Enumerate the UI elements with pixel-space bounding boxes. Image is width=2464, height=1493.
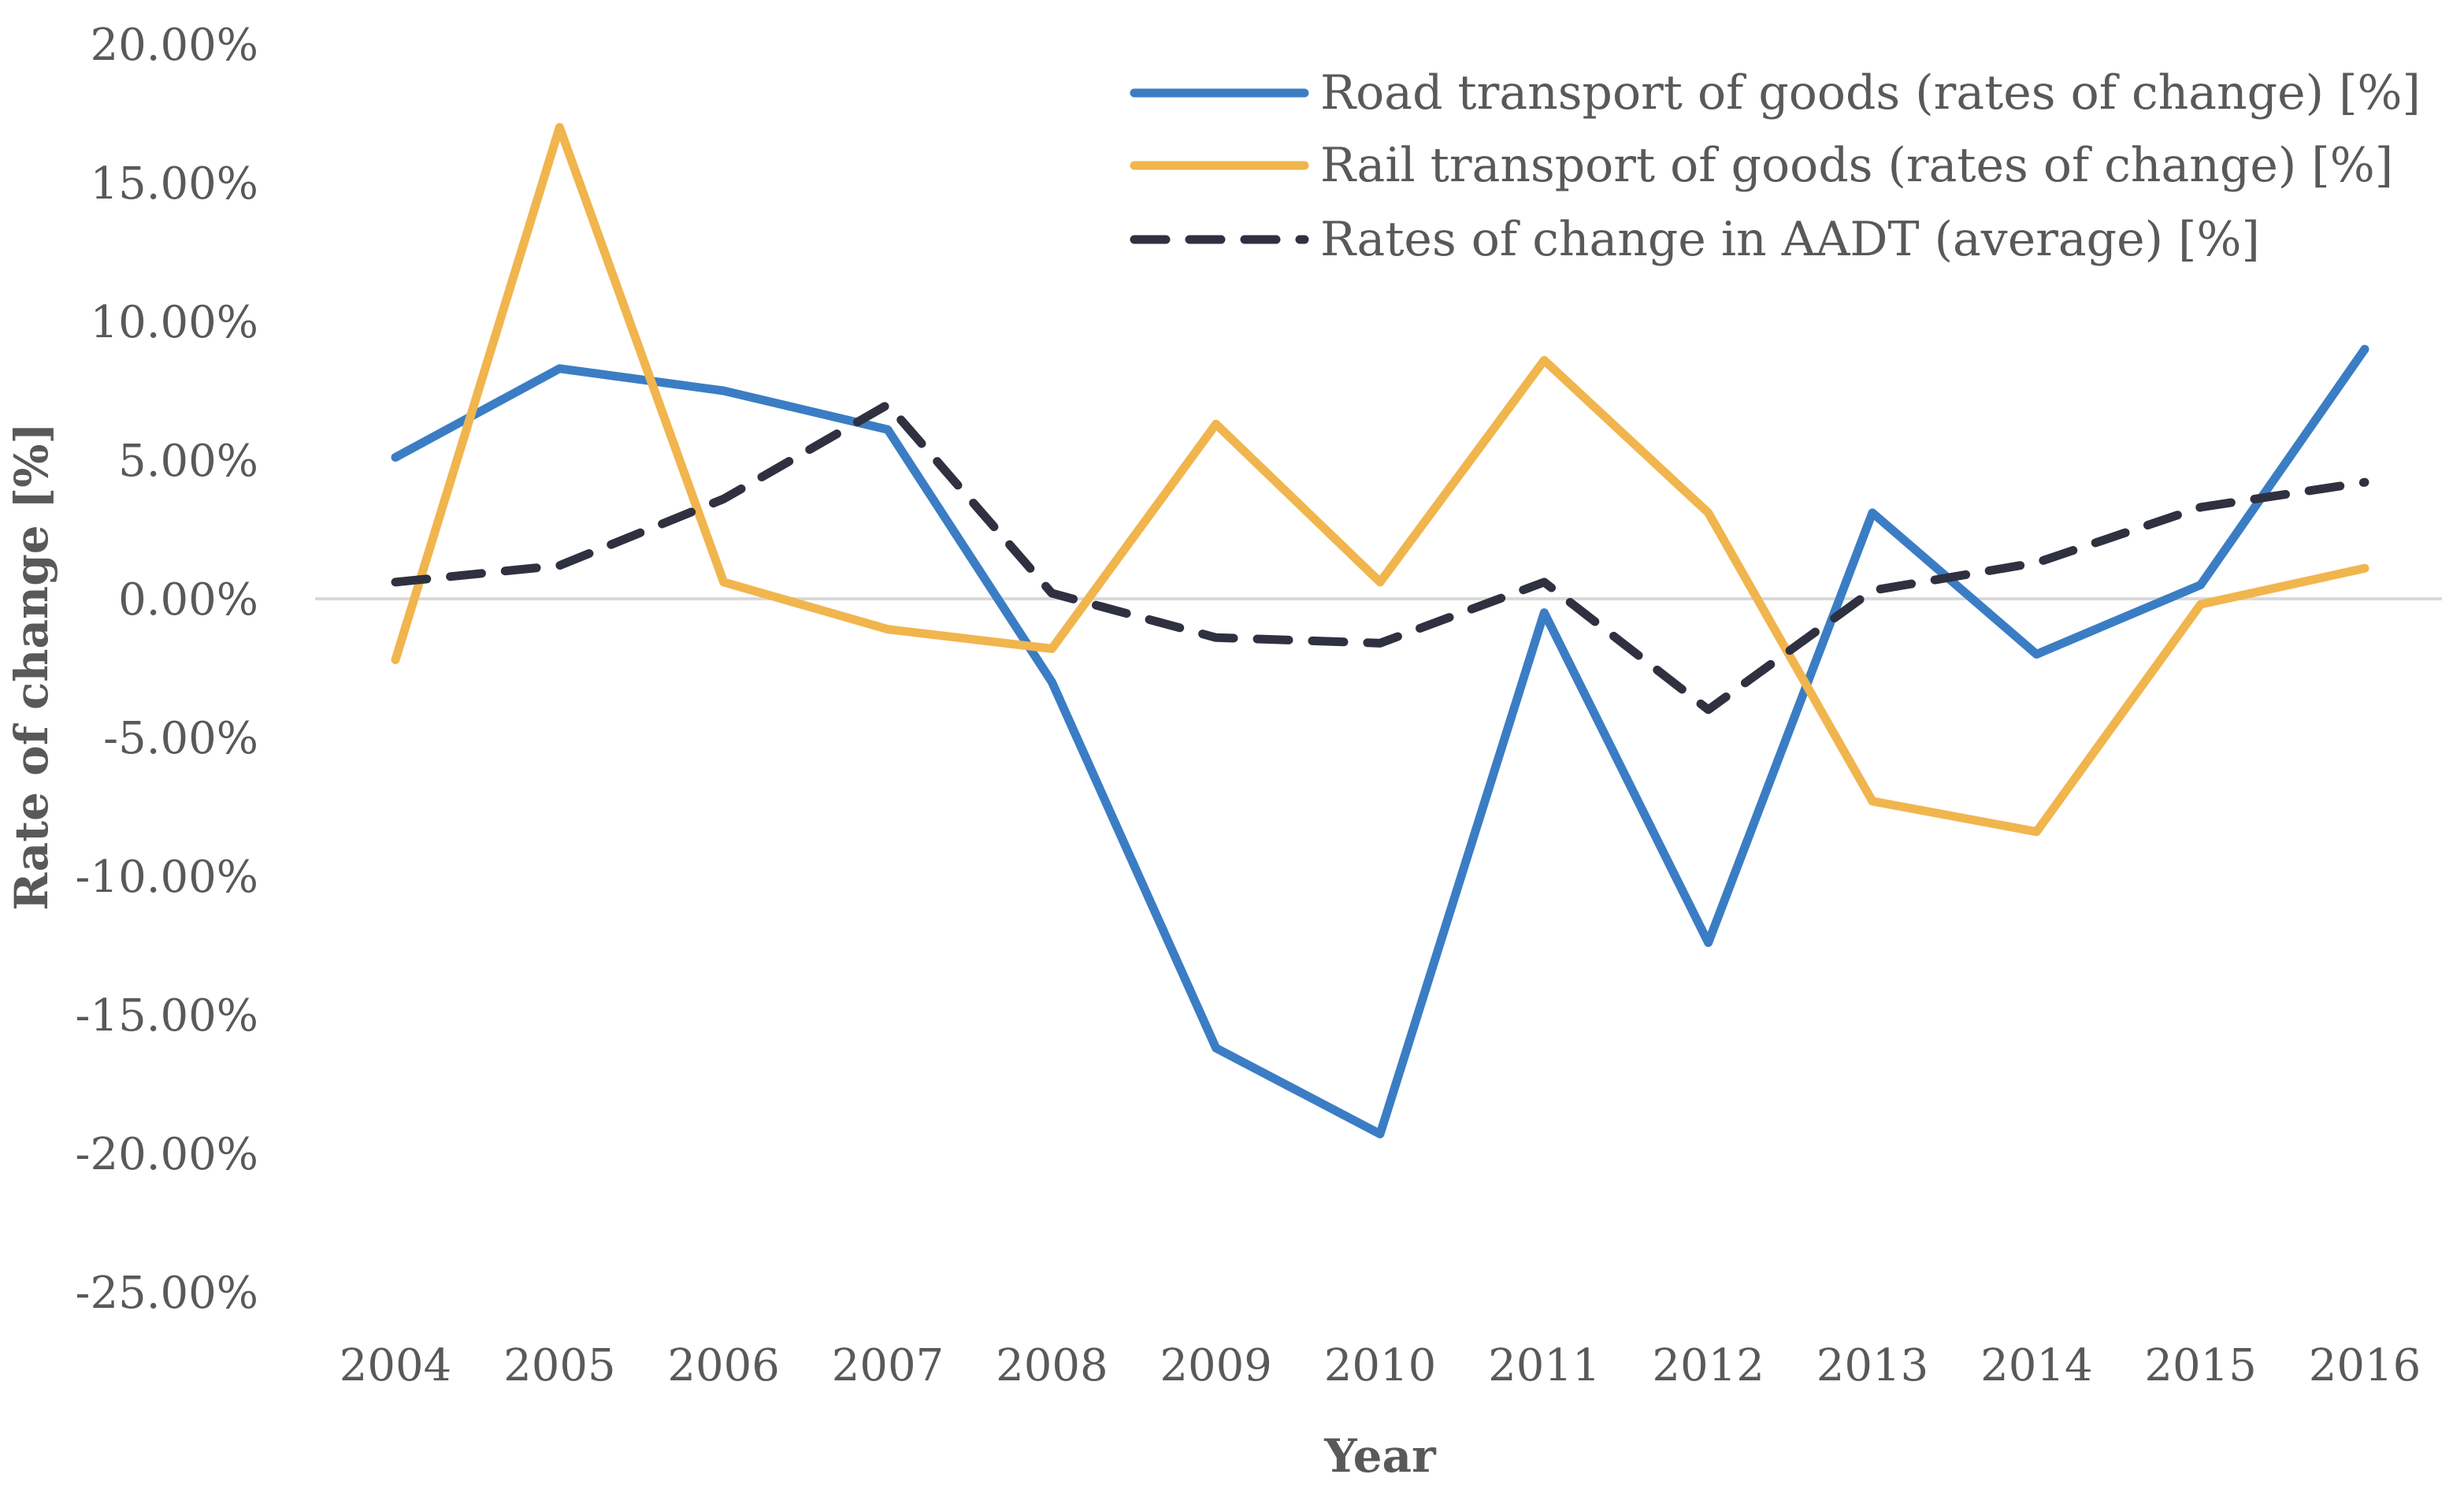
y-tick-label: -25.00% <box>76 1268 258 1319</box>
x-axis-tick-labels: 2004 2005 2006 2007 2008 2009 2010 2011 2012 2013… <box>340 1340 2421 1391</box>
series-1-point <box>555 364 564 373</box>
series-1-point <box>1539 608 1549 618</box>
series-3-point <box>883 400 892 410</box>
x-tick-label: 2007 <box>832 1340 944 1391</box>
y-tick-label: -15.00% <box>76 990 258 1042</box>
series-1-point <box>1047 678 1056 687</box>
series-1-point <box>883 425 892 434</box>
series-lines <box>391 123 2369 1138</box>
series-3-point <box>719 494 729 503</box>
series-2-point <box>2032 827 2041 837</box>
x-tick-label: 2016 <box>2309 1340 2421 1391</box>
y-tick-label: 15.00% <box>90 158 258 210</box>
x-tick-label: 2014 <box>1980 1340 2093 1391</box>
x-tick-label: 2004 <box>340 1340 452 1391</box>
x-tick-label: 2013 <box>1816 1340 1929 1391</box>
series-1-point <box>1375 1129 1385 1138</box>
y-tick-label: 0.00% <box>118 574 258 626</box>
x-tick-label: 2009 <box>1160 1340 1272 1391</box>
x-tick-label: 2006 <box>667 1340 780 1391</box>
x-axis-title: Year <box>1323 1429 1437 1483</box>
x-tick-label: 2011 <box>1488 1340 1601 1391</box>
series-3-point <box>2196 503 2206 512</box>
series-3-point <box>1868 585 1877 595</box>
y-axis-tick-labels: 20.00% 15.00% 10.00% 5.00% 0.00% -5.00% -10.00… <box>76 20 258 1319</box>
series-1-point <box>1212 1043 1221 1053</box>
series-2-point <box>1868 797 1877 806</box>
series-1-point <box>2360 344 2369 354</box>
series-line-3 <box>391 400 2369 715</box>
legend-label-3: Rates of change in AADT (average) [%] <box>1320 212 2260 267</box>
x-tick-label: 2015 <box>2144 1340 2257 1391</box>
series-1-point <box>1704 938 1713 947</box>
y-axis-title: Rate of change [%] <box>5 422 58 911</box>
series-2-point <box>2360 563 2369 573</box>
series-2-point <box>719 578 729 587</box>
series-1-point <box>391 452 400 462</box>
y-tick-label: -5.00% <box>103 713 258 764</box>
legend: Road transport of goods (rates of change… <box>1130 65 2421 267</box>
x-tick-label: 2005 <box>503 1340 616 1391</box>
x-tick-label: 2008 <box>996 1340 1108 1391</box>
x-tick-label: 2012 <box>1652 1340 1765 1391</box>
series-1-point <box>2196 580 2206 589</box>
series-line-2 <box>391 123 2369 837</box>
series-2-point <box>1375 578 1385 587</box>
series-3-point <box>1539 578 1549 587</box>
series-2-point <box>391 655 400 664</box>
series-1-point <box>719 386 729 396</box>
series-2-point <box>2196 600 2206 609</box>
x-tick-label: 2010 <box>1324 1340 1437 1391</box>
y-tick-label: 10.00% <box>90 297 258 348</box>
series-2-point <box>1047 644 1056 653</box>
series-1-point <box>2032 649 2041 659</box>
y-tick-label: 20.00% <box>90 20 258 71</box>
series-line-1 <box>391 344 2369 1138</box>
series-3-point <box>1375 638 1385 648</box>
y-tick-label: 5.00% <box>118 436 258 487</box>
series-2-point <box>555 123 564 132</box>
legend-label-2: Rail transport of goods (rates of change… <box>1320 138 2393 193</box>
series-3-point <box>1047 589 1056 598</box>
series-2-point <box>1704 508 1713 518</box>
series-2-point <box>883 625 892 634</box>
series-2-point <box>1539 355 1549 365</box>
y-tick-label: -20.00% <box>76 1129 258 1180</box>
y-tick-label: -10.00% <box>76 852 258 903</box>
series-3-point <box>2360 477 2369 487</box>
series-2-point <box>1212 419 1221 429</box>
series-1-point <box>1868 508 1877 518</box>
series-3-point <box>391 578 400 587</box>
legend-label-1: Road transport of goods (rates of change… <box>1320 65 2421 121</box>
series-3-point <box>1704 705 1713 715</box>
series-3-point <box>2032 558 2041 567</box>
series-3-point <box>555 561 564 570</box>
series-3-point <box>1212 633 1221 642</box>
